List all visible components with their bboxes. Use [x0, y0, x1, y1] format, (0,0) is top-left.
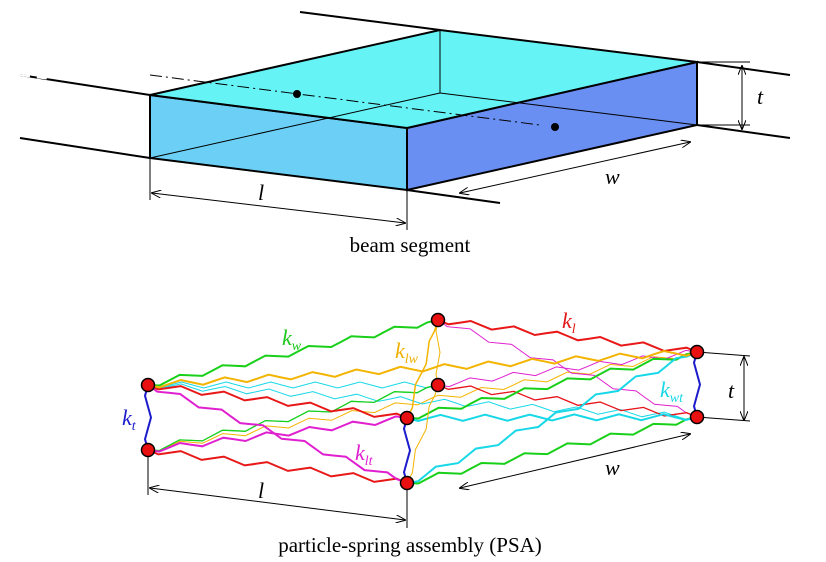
- spring: [147, 319, 439, 387]
- particle: [430, 312, 446, 328]
- psa-width: w: [605, 455, 620, 480]
- spring: [406, 319, 439, 419]
- particles: [140, 312, 705, 491]
- spring: [435, 319, 441, 386]
- particle: [399, 410, 415, 426]
- springs: [143, 319, 702, 485]
- psa-dimensions: [147, 351, 751, 528]
- beam-length: l: [258, 180, 264, 205]
- spring: [147, 384, 439, 452]
- spring: [147, 384, 408, 419]
- spring-label: kl: [562, 308, 576, 337]
- spring: [437, 319, 698, 353]
- spring: [147, 415, 408, 453]
- beam-width: w: [605, 164, 620, 189]
- particle: [399, 475, 415, 491]
- beam: [19, 11, 791, 230]
- spring: [143, 384, 153, 451]
- spring-label: kt: [122, 405, 137, 434]
- psa-thickness: t: [728, 378, 735, 403]
- spring: [147, 383, 698, 420]
- spring: [406, 416, 698, 485]
- psa-length: l: [258, 478, 264, 503]
- particle: [140, 442, 156, 458]
- spring: [406, 413, 698, 423]
- spring: [437, 349, 698, 388]
- spring-label: klt: [355, 440, 374, 469]
- beam-caption: beam segment: [350, 233, 471, 257]
- spring-label: kwt: [660, 377, 684, 406]
- spring: [402, 417, 412, 484]
- beam-thickness: t: [757, 84, 764, 109]
- spring: [406, 351, 698, 484]
- spring: [692, 351, 702, 418]
- particle: [689, 409, 705, 425]
- spring: [147, 384, 408, 484]
- spring: [147, 381, 439, 389]
- psa-caption: particle-spring assembly (PSA): [278, 533, 542, 557]
- spring-label: kw: [282, 325, 302, 354]
- spring-label: klw: [395, 338, 419, 367]
- spring: [437, 319, 698, 418]
- spring: [147, 351, 698, 452]
- particle: [140, 377, 156, 393]
- particle: [689, 344, 705, 360]
- spring: [437, 384, 698, 418]
- particle: [430, 377, 446, 393]
- spring: [406, 351, 698, 420]
- spring: [406, 384, 439, 484]
- spring: [147, 449, 408, 484]
